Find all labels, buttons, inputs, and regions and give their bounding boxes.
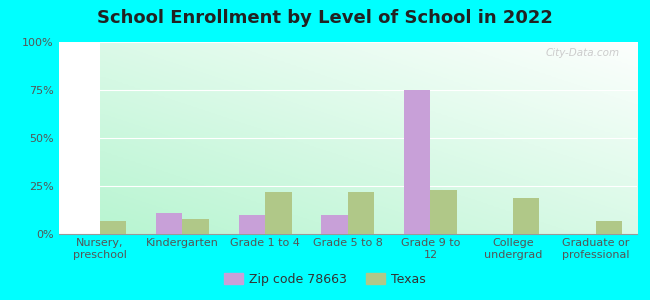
Bar xyxy=(265,192,292,234)
Text: City-Data.com: City-Data.com xyxy=(545,48,619,58)
Bar xyxy=(430,190,457,234)
Legend: Zip code 78663, Texas: Zip code 78663, Texas xyxy=(219,268,431,291)
Bar xyxy=(513,197,540,234)
Bar xyxy=(239,215,265,234)
Bar xyxy=(595,220,622,234)
Bar xyxy=(321,215,348,234)
Bar xyxy=(404,90,430,234)
Text: School Enrollment by Level of School in 2022: School Enrollment by Level of School in … xyxy=(97,9,553,27)
Bar xyxy=(348,192,374,234)
Bar xyxy=(100,220,126,234)
Bar xyxy=(183,219,209,234)
Bar xyxy=(156,213,183,234)
